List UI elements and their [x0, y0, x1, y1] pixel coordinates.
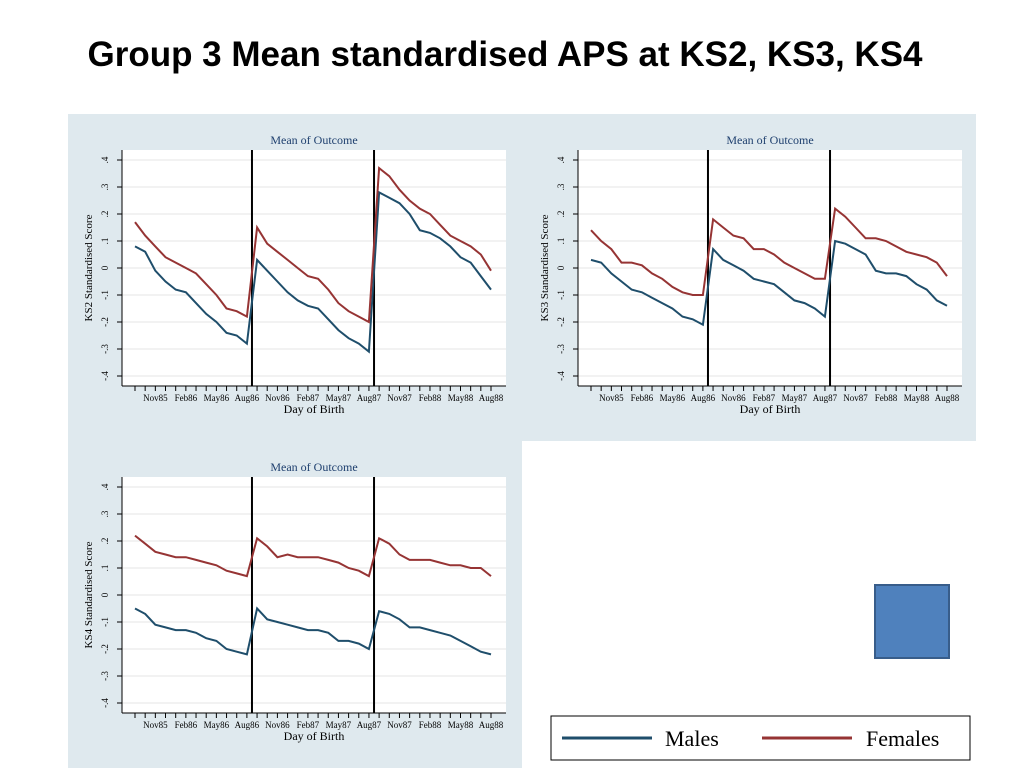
- x-tick-label: Aug88: [935, 393, 960, 403]
- legend-label: Females: [866, 726, 939, 751]
- x-tick-label: Aug87: [813, 393, 838, 403]
- charts: Mean of Outcome -.4 -.3 -.2 -.1 0 .1 .2 .3 .4 Nov8…: [83, 133, 962, 743]
- data-line: [134, 606, 492, 656]
- x-tick-label: May88: [448, 393, 474, 403]
- y-tick-label: -.1: [556, 290, 566, 300]
- x-tick-label: Feb88: [419, 720, 442, 730]
- x-tick-label: Feb87: [297, 393, 320, 403]
- x-tick-label: Feb87: [753, 393, 776, 403]
- data-line: [134, 190, 492, 354]
- x-tick-label: Nov85: [143, 720, 168, 730]
- y-tick-label: .3: [556, 183, 566, 190]
- y-axis-label: KS3 Standardised Score: [539, 214, 551, 321]
- x-tick-label: Nov86: [721, 393, 746, 403]
- x-tick-label: May86: [660, 393, 686, 403]
- x-tick-label: Nov87: [387, 393, 412, 403]
- x-tick-label: Feb86: [175, 393, 198, 403]
- x-tick-label: May87: [326, 720, 352, 730]
- y-tick-label: -.4: [100, 698, 110, 708]
- chart-title: Mean of Outcome: [726, 133, 813, 147]
- x-tick-label: Feb88: [419, 393, 442, 403]
- y-tick-label: .2: [100, 538, 110, 545]
- y-tick-label: -.4: [556, 371, 566, 381]
- chart-title: Mean of Outcome: [270, 460, 357, 474]
- y-tick-label: -.2: [100, 644, 110, 654]
- x-tick-label: Aug86: [235, 720, 260, 730]
- y-tick-label: .3: [100, 183, 110, 190]
- y-tick-label: .1: [100, 565, 110, 572]
- x-tick-label: Aug87: [357, 720, 382, 730]
- slide-title: Group 3 Mean standardised APS at KS2, KS…: [87, 35, 923, 74]
- y-tick-label: .4: [100, 156, 110, 163]
- y-axis-label: KS2 Standardised Score: [83, 214, 95, 321]
- x-tick-label: May86: [204, 720, 230, 730]
- data-line: [590, 206, 948, 296]
- y-tick-label: .2: [100, 211, 110, 218]
- x-tick-label: Nov87: [843, 393, 868, 403]
- x-tick-label: Feb86: [631, 393, 654, 403]
- y-tick-label: 0: [100, 265, 110, 270]
- x-tick-label: Aug88: [479, 720, 504, 730]
- x-tick-label: Feb87: [297, 720, 320, 730]
- y-tick-label: .2: [556, 211, 566, 218]
- y-tick-label: .1: [556, 238, 566, 245]
- y-tick-label: .3: [100, 510, 110, 517]
- x-tick-label: May87: [326, 393, 352, 403]
- x-tick-label: Nov87: [387, 720, 412, 730]
- x-axis-label: Day of Birth: [284, 729, 345, 743]
- y-tick-label: -.2: [100, 317, 110, 327]
- x-tick-label: May88: [904, 393, 930, 403]
- x-tick-label: Feb86: [175, 720, 198, 730]
- chart: Mean of Outcome -.4 -.3 -.2 -.1 0 .1 .2 .3 .4 Nov8…: [539, 133, 962, 416]
- x-tick-label: May88: [448, 720, 474, 730]
- y-tick-label: -.1: [100, 617, 110, 627]
- x-tick-label: May87: [782, 393, 808, 403]
- y-tick-label: .4: [100, 483, 110, 490]
- y-tick-label: -.3: [556, 344, 566, 354]
- y-tick-label: -.4: [100, 371, 110, 381]
- x-axis-label: Day of Birth: [740, 402, 801, 416]
- shape: [874, 584, 950, 659]
- y-axis-label: KS4 Standardised Score: [83, 541, 95, 648]
- chart-title: Mean of Outcome: [270, 133, 357, 147]
- x-tick-label: Aug88: [479, 393, 504, 403]
- y-tick-label: -.2: [556, 317, 566, 327]
- x-tick-label: Aug86: [235, 393, 260, 403]
- chart: Mean of Outcome -.4 -.3 -.2 -.1 0 .1 .2 .3 .4 Nov8…: [83, 133, 506, 416]
- x-tick-label: Nov85: [143, 393, 168, 403]
- x-tick-label: Aug86: [691, 393, 716, 403]
- y-tick-label: .4: [556, 156, 566, 163]
- y-tick-label: .1: [100, 238, 110, 245]
- x-tick-label: Nov86: [265, 720, 290, 730]
- legend-label: Males: [665, 726, 719, 751]
- data-line: [134, 166, 492, 324]
- y-tick-label: -.3: [100, 344, 110, 354]
- chart: Mean of Outcome -.4 -.3 -.2 -.1 0 .1 .2 .3 .4 Nov8…: [83, 460, 506, 743]
- x-tick-label: Nov86: [265, 393, 290, 403]
- y-tick-label: 0: [100, 592, 110, 597]
- x-tick-label: Feb88: [875, 393, 898, 403]
- y-tick-label: -.3: [100, 671, 110, 681]
- y-tick-label: 0: [556, 265, 566, 270]
- x-axis-label: Day of Birth: [284, 402, 345, 416]
- x-tick-label: May86: [204, 393, 230, 403]
- data-line: [134, 534, 492, 578]
- y-tick-label: -.1: [100, 290, 110, 300]
- data-line: [590, 239, 948, 327]
- x-tick-label: Nov85: [599, 393, 624, 403]
- x-tick-label: Aug87: [357, 393, 382, 403]
